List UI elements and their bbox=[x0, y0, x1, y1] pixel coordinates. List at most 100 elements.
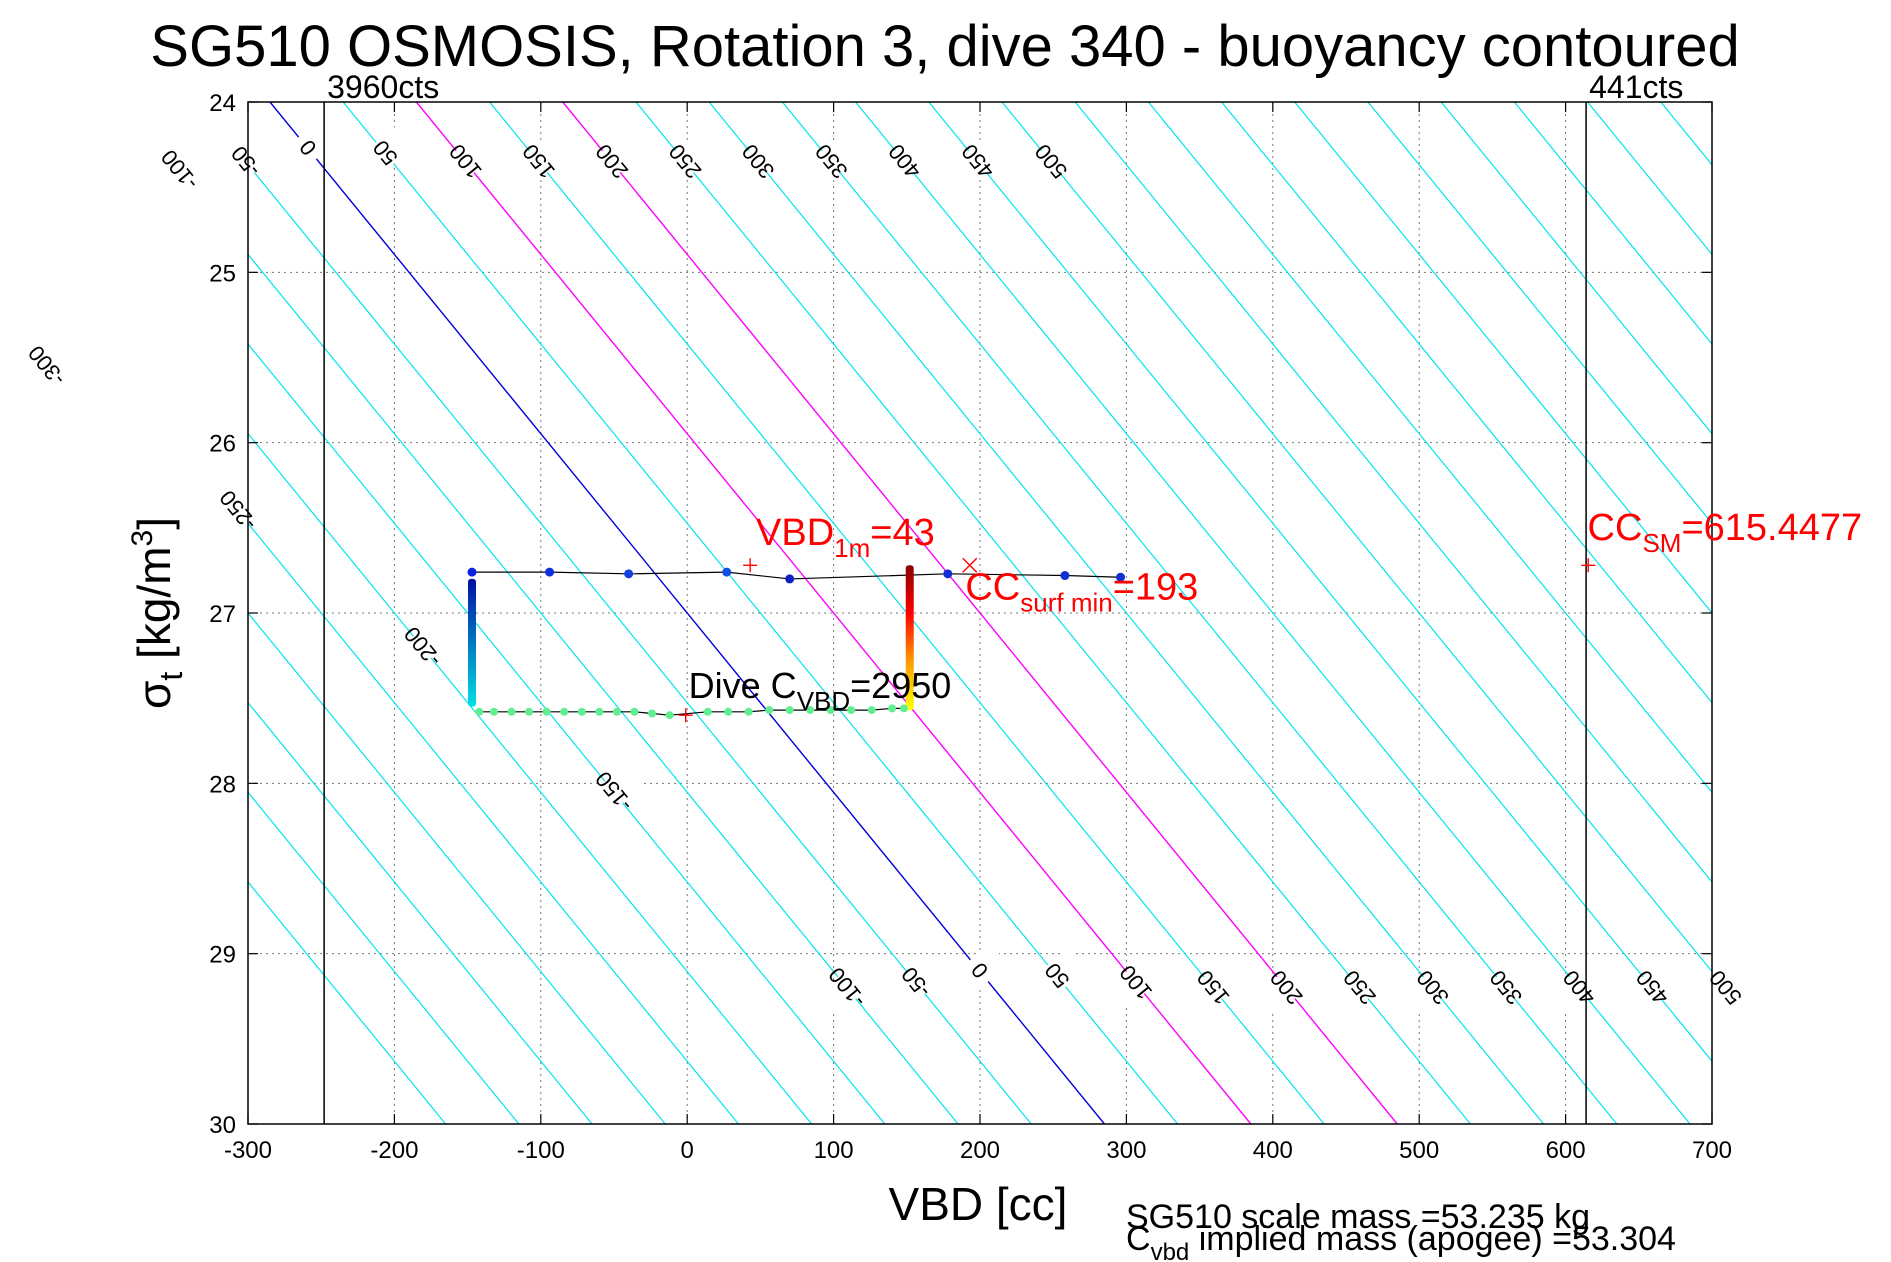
y-tick-label: 29 bbox=[209, 942, 236, 969]
annotation-dive-c-vbd: Dive CVBD=2950 bbox=[689, 665, 952, 716]
trajectory-apogee-point bbox=[899, 704, 908, 713]
contour-line-200 bbox=[562, 102, 1398, 1124]
y-tick-label: 25 bbox=[209, 260, 236, 287]
contour-line--250 bbox=[248, 522, 739, 1124]
trajectory-point bbox=[1060, 571, 1070, 581]
trajectory-apogee-point bbox=[703, 707, 712, 716]
contour-line-100 bbox=[415, 102, 1252, 1124]
trajectory-apogee-point bbox=[665, 711, 674, 720]
contour-line-750 bbox=[1367, 102, 1712, 525]
contour-line--450 bbox=[248, 880, 447, 1124]
plus-marker bbox=[1581, 558, 1596, 573]
trajectory-apogee-point bbox=[525, 707, 534, 716]
y-tick-label: 30 bbox=[209, 1112, 236, 1139]
trajectory-point bbox=[624, 569, 634, 579]
buoyancy-contours bbox=[248, 102, 1712, 1124]
contour-line-50 bbox=[342, 102, 1179, 1124]
y-label-sub: t bbox=[153, 672, 189, 681]
trajectory-apogee-point bbox=[489, 707, 498, 716]
x-tick-label: 600 bbox=[1546, 1137, 1586, 1164]
chart-title: SG510 OSMOSIS, Rotation 3, dive 340 - bu… bbox=[150, 14, 1739, 79]
contour-line-250 bbox=[635, 102, 1471, 1124]
contour-line--100 bbox=[248, 253, 959, 1124]
plus-marker bbox=[743, 558, 758, 573]
contour-line--50 bbox=[248, 163, 1032, 1124]
x-tick-label: 700 bbox=[1692, 1137, 1732, 1164]
x-tick-label: 0 bbox=[681, 1137, 694, 1164]
svg-text:σt [kg/m3]: σt [kg/m3] bbox=[126, 517, 189, 709]
y-tick-label: 28 bbox=[209, 771, 236, 798]
contour-line-500 bbox=[1001, 102, 1712, 973]
plus-marker bbox=[678, 708, 693, 723]
trajectory-point bbox=[722, 567, 732, 577]
trajectory-apogee-point bbox=[806, 706, 815, 715]
x-tick-label: 300 bbox=[1106, 1137, 1146, 1164]
y-axis-label: σt [kg/m3] bbox=[126, 517, 189, 709]
contour-line--350 bbox=[248, 701, 593, 1124]
trajectory-apogee-point bbox=[630, 707, 639, 716]
trajectory-apogee-point bbox=[888, 704, 897, 713]
contour-line-400 bbox=[855, 102, 1691, 1124]
dive-trajectory bbox=[467, 565, 1126, 720]
contour-line-300 bbox=[708, 102, 1545, 1124]
trajectory-apogee-point bbox=[765, 706, 774, 715]
annotation-vbd-1m: VBD1m=43 bbox=[756, 512, 935, 563]
trajectory-apogee-point bbox=[475, 707, 484, 716]
annotation-cc-surf-min: CCsurf min=193 bbox=[965, 566, 1198, 617]
count-limit-lines: 3960cts 441cts bbox=[323, 69, 1683, 1124]
trajectory-dive-column bbox=[467, 578, 476, 707]
trajectory-apogee-point bbox=[595, 707, 604, 716]
x-tick-label: 200 bbox=[960, 1137, 1000, 1164]
trajectory-apogee-point bbox=[577, 707, 586, 716]
contour-line--200 bbox=[248, 432, 813, 1124]
contour-line-800 bbox=[1440, 102, 1712, 435]
markers bbox=[678, 557, 1596, 723]
trajectory-apogee-point bbox=[847, 706, 856, 715]
trajectory-apogee-point bbox=[826, 706, 835, 715]
trajectory-apogee-point bbox=[867, 706, 876, 715]
contour-line-450 bbox=[928, 102, 1712, 1063]
trajectory-apogee-point bbox=[785, 706, 794, 715]
x-tick-label: 100 bbox=[814, 1137, 854, 1164]
x-tick-label: -200 bbox=[370, 1137, 418, 1164]
trajectory-apogee-point bbox=[724, 707, 733, 716]
trajectory-point bbox=[785, 574, 795, 584]
x-axis-ticks: -300 -200 -100 0 100 200 300 400 500 600 700 bbox=[224, 102, 1732, 1164]
y-tick-label: 26 bbox=[209, 431, 236, 458]
y-label-sigma: σ bbox=[128, 681, 180, 709]
trajectory-point bbox=[545, 567, 555, 577]
trajectory-point bbox=[1116, 572, 1126, 582]
contour-line-850 bbox=[1513, 102, 1712, 346]
contour-line-350 bbox=[781, 102, 1618, 1124]
contour-line-700 bbox=[1294, 102, 1712, 614]
contour-line-0 bbox=[269, 102, 1105, 1124]
trajectory-apogee-point bbox=[560, 707, 569, 716]
trajectory-apogee-point bbox=[542, 707, 551, 716]
trajectory-apogee-point bbox=[612, 707, 621, 716]
contour-line-550 bbox=[1074, 102, 1712, 883]
trajectory-surface-line bbox=[471, 571, 1121, 580]
count-limit-label: 3960cts bbox=[327, 69, 439, 105]
footer-scale-mass: SG510 scale mass =53.235 kg bbox=[1126, 1198, 1590, 1236]
trajectory-apogee-point bbox=[507, 707, 516, 716]
y-axis-ticks: 24 25 26 27 28 29 30 bbox=[209, 90, 1712, 1139]
y-label-sup: 3 bbox=[126, 530, 159, 547]
x-axis-label: VBD [cc] bbox=[889, 1178, 1068, 1230]
trajectory-apogee-point bbox=[648, 709, 657, 718]
y-label-close: ] bbox=[128, 517, 180, 530]
x-tick-label: -300 bbox=[224, 1137, 272, 1164]
trajectory-climb-column bbox=[905, 565, 914, 711]
footer-implied-mass: Cvbd implied mass (apogee) =53.304 bbox=[1126, 1220, 1676, 1262]
cross-marker bbox=[962, 557, 978, 573]
trajectory-point bbox=[467, 567, 477, 577]
contour-line-600 bbox=[1147, 102, 1712, 794]
x-tick-label: 400 bbox=[1253, 1137, 1293, 1164]
contour-line--150 bbox=[248, 343, 886, 1124]
y-label-unit: [kg/m bbox=[128, 546, 180, 671]
contour-line-650 bbox=[1221, 102, 1712, 704]
contour-line--300 bbox=[248, 612, 666, 1124]
annotation-cc-sm: CCSM=615.4477 bbox=[1588, 507, 1863, 558]
trajectory-apogee-point bbox=[744, 707, 753, 716]
x-tick-label: 500 bbox=[1399, 1137, 1439, 1164]
